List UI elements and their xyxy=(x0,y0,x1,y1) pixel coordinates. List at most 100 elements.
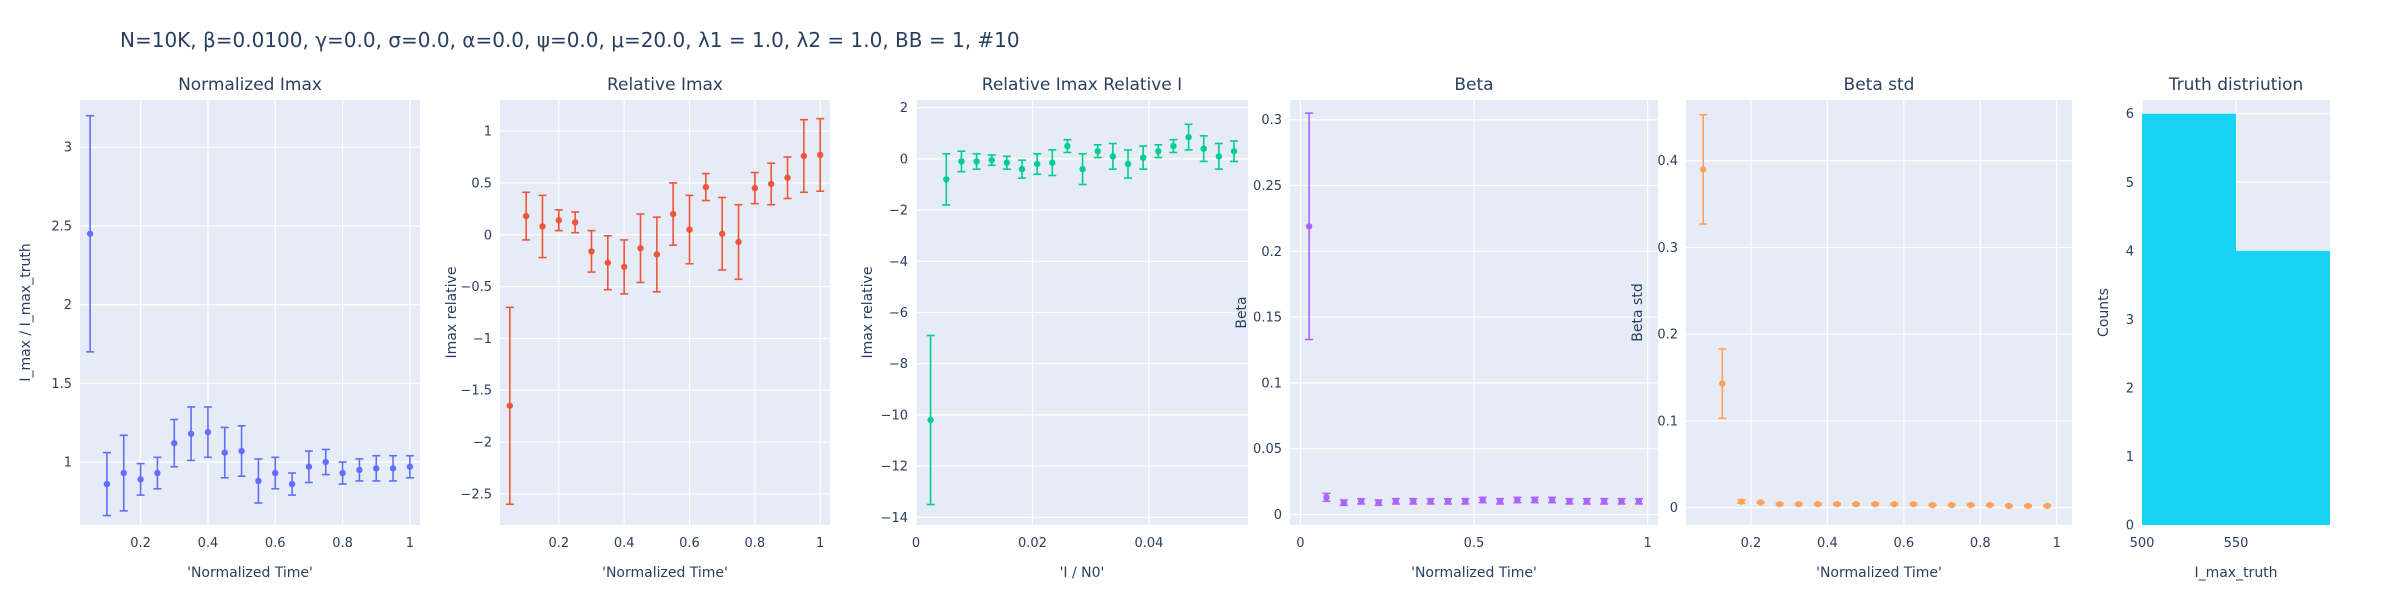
data-point xyxy=(187,406,196,462)
marker xyxy=(943,176,950,183)
marker xyxy=(800,152,808,160)
data-point xyxy=(1048,149,1057,177)
y-tick-label: −2 xyxy=(889,204,908,219)
data-point xyxy=(271,456,280,490)
y-tick-label: 2 xyxy=(2126,381,2134,396)
y-tick-label: 0 xyxy=(900,152,908,167)
data-point xyxy=(1890,500,1899,508)
data-point xyxy=(254,458,263,504)
marker xyxy=(1583,498,1591,505)
data-point xyxy=(102,451,111,517)
data-point xyxy=(1548,496,1557,504)
histogram-bar xyxy=(2236,250,2330,525)
marker xyxy=(784,174,791,181)
marker xyxy=(539,223,546,230)
marker xyxy=(653,251,661,258)
marker xyxy=(1531,496,1538,504)
data-point xyxy=(1513,496,1522,504)
data-point xyxy=(2043,502,2052,510)
marker xyxy=(373,465,380,472)
x-tick-label: 550 xyxy=(2224,536,2249,551)
marker xyxy=(571,219,579,226)
x-tick-label: 0.8 xyxy=(745,536,766,551)
marker xyxy=(187,430,195,437)
marker xyxy=(973,158,980,165)
data-point xyxy=(405,454,414,479)
marker xyxy=(322,458,329,466)
y-tick-label: 2 xyxy=(900,101,908,116)
data-point xyxy=(957,150,966,173)
x-tick-label: 0 xyxy=(912,536,920,551)
data-point xyxy=(1154,144,1163,159)
marker xyxy=(1064,142,1071,150)
marker xyxy=(356,466,363,474)
marker xyxy=(637,245,644,252)
marker xyxy=(718,230,726,237)
marker xyxy=(506,402,514,409)
x-tick-label: 0.4 xyxy=(198,536,219,551)
data-point xyxy=(783,156,792,200)
marker xyxy=(406,463,414,470)
data-point xyxy=(538,194,547,259)
y-tick-label: 0.2 xyxy=(1261,245,1282,260)
x-tick-label: 0.4 xyxy=(1817,536,1838,551)
data-point xyxy=(652,216,661,293)
subplot-title: Relative Imax Relative I xyxy=(982,75,1182,95)
marker xyxy=(1948,501,1955,509)
data-point xyxy=(321,448,330,476)
y-axis-label: Beta std xyxy=(1630,283,1646,341)
data-point xyxy=(389,454,398,482)
y-tick-label: 0.2 xyxy=(1657,328,1678,343)
y-tick-label: 0.15 xyxy=(1253,311,1282,326)
data-point xyxy=(1184,123,1193,151)
subplot-truth-distribution: 500 550 0 1 2 3 4 5 6 Truth distriution I_max_trut… xyxy=(2096,75,2330,581)
y-tick-label: 2 xyxy=(64,298,72,313)
data-point xyxy=(1756,499,1765,506)
marker xyxy=(1514,496,1521,504)
x-tick-label: 0.8 xyxy=(332,536,353,551)
marker xyxy=(1230,148,1238,155)
marker xyxy=(604,259,612,266)
y-tick-label: 3 xyxy=(2126,313,2134,328)
marker xyxy=(2005,502,2013,510)
marker xyxy=(816,151,824,159)
marker xyxy=(1340,499,1348,506)
marker xyxy=(1215,153,1223,160)
y-tick-label: 0.1 xyxy=(1657,414,1678,429)
y-tick-label: 0.1 xyxy=(1261,376,1282,391)
marker xyxy=(1871,500,1879,508)
data-point xyxy=(1339,499,1348,507)
data-point xyxy=(1093,144,1102,159)
data-point xyxy=(799,118,808,194)
plot-area xyxy=(1686,100,2072,525)
y-axis-label: I_max / I_max_truth xyxy=(18,243,34,381)
data-point xyxy=(522,191,531,241)
histogram-bar xyxy=(2142,113,2236,525)
data-point xyxy=(86,114,95,353)
x-tick-label: 1 xyxy=(816,536,824,551)
marker xyxy=(1891,500,1898,508)
marker xyxy=(522,212,530,220)
marker xyxy=(1757,499,1764,506)
subplot-title: Truth distriution xyxy=(2168,75,2304,95)
subplot-beta: 0 0.5 1 0 0.05 0.1 0.15 0.2 0.25 0.3 Beta 'Normaliz… xyxy=(1234,75,1658,581)
x-axis-label: 'Normalized Time' xyxy=(1816,565,1942,581)
marker xyxy=(555,217,563,224)
marker xyxy=(1635,498,1643,505)
marker xyxy=(221,449,228,456)
x-axis-label: 'Normalized Time' xyxy=(602,565,728,581)
marker xyxy=(154,469,161,477)
marker xyxy=(751,184,759,192)
x-tick-label: 0 xyxy=(1296,536,1304,551)
y-tick-label: 1 xyxy=(484,125,492,140)
marker xyxy=(1392,498,1400,505)
y-tick-label: 0.3 xyxy=(1657,241,1678,256)
marker xyxy=(1776,500,1783,508)
data-point xyxy=(2004,502,2013,510)
data-point xyxy=(1600,497,1609,505)
x-tick-label: 0.2 xyxy=(1741,536,1762,551)
data-point xyxy=(2024,502,2033,510)
marker xyxy=(305,463,313,470)
y-tick-label: 2.5 xyxy=(51,219,72,234)
data-point xyxy=(1426,497,1435,505)
